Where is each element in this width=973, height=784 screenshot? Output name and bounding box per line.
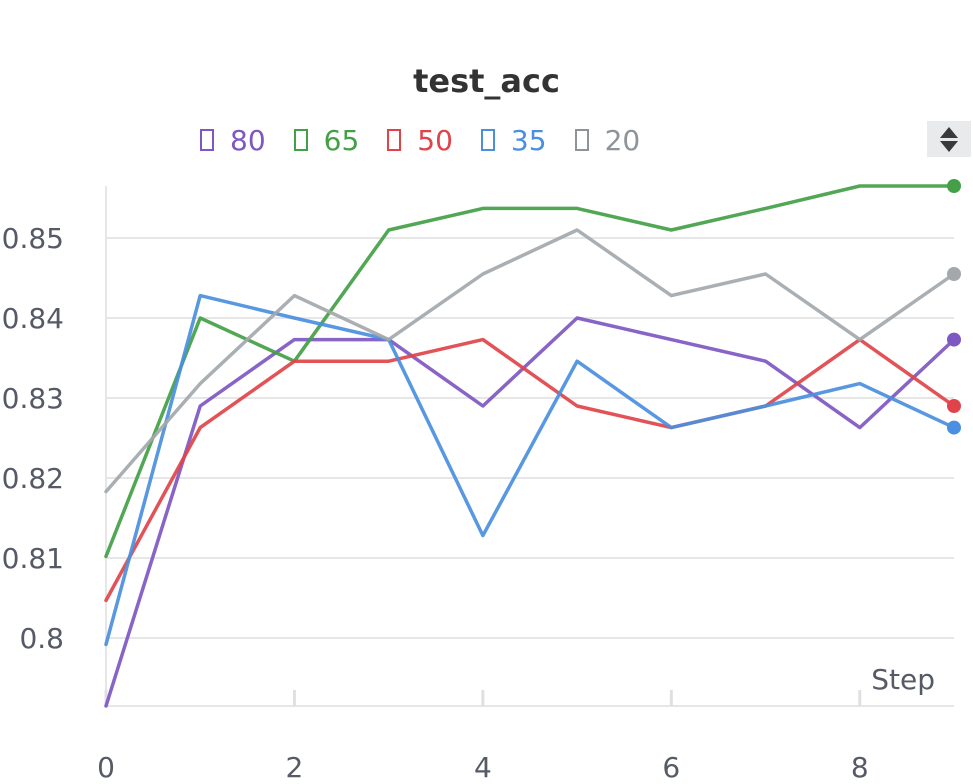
x-tick-label: 8	[851, 751, 869, 784]
series-line-50	[104, 337, 956, 603]
y-tick-label: 0.83	[2, 382, 64, 415]
legend-item-65[interactable]: 65	[293, 123, 360, 157]
legend-label: 65	[323, 123, 360, 157]
series-end-point-65	[947, 179, 961, 193]
series-lines	[104, 179, 961, 708]
legend: 80 65 50 35 20	[200, 120, 640, 160]
x-tick-label: 4	[474, 751, 492, 784]
series-line-35	[104, 293, 956, 647]
legend-swatch-icon	[387, 129, 402, 151]
x-axis-label: Step	[871, 663, 935, 696]
grid	[106, 237, 954, 639]
axes	[104, 186, 954, 707]
series-end-point-35	[947, 420, 961, 435]
x-tick-label: 2	[286, 751, 304, 784]
series-end-point-80	[947, 332, 961, 347]
caret-up-icon	[940, 126, 958, 138]
legend-item-35[interactable]: 35	[480, 123, 547, 157]
legend-item-50[interactable]: 50	[387, 124, 453, 157]
legend-label: 20	[604, 123, 641, 157]
series-line-80	[104, 316, 956, 708]
y-tick-label: 0.82	[2, 462, 64, 495]
caret-down-icon	[940, 140, 958, 152]
x-tick-label: 0	[97, 751, 115, 784]
legend-swatch-icon	[574, 129, 589, 151]
legend-swatch-icon	[200, 129, 214, 151]
legend-label: 35	[510, 123, 547, 157]
x-tick-label: 6	[662, 751, 680, 784]
y-tick-label: 0.81	[2, 542, 64, 575]
legend-swatch-icon	[480, 129, 495, 151]
tick-labels: 0.8 0.81 0.82 0.83 0.84 0.85 0 2 4 6 8 Step	[2, 222, 935, 784]
chart-title: test_acc	[413, 62, 560, 100]
legend-swatch-icon	[293, 129, 308, 151]
y-tick-label: 0.8	[19, 622, 64, 655]
series-end-point-50	[947, 399, 961, 413]
legend-label: 50	[417, 123, 453, 157]
legend-item-80[interactable]: 80	[200, 124, 266, 157]
y-tick-label: 0.84	[2, 302, 64, 335]
legend-scroll-button[interactable]	[927, 121, 971, 157]
legend-item-20[interactable]: 20	[574, 123, 641, 157]
series-end-point-20	[947, 267, 961, 281]
y-tick-label: 0.85	[2, 222, 64, 255]
legend-label: 80	[230, 123, 266, 157]
series-line-20	[104, 228, 956, 494]
